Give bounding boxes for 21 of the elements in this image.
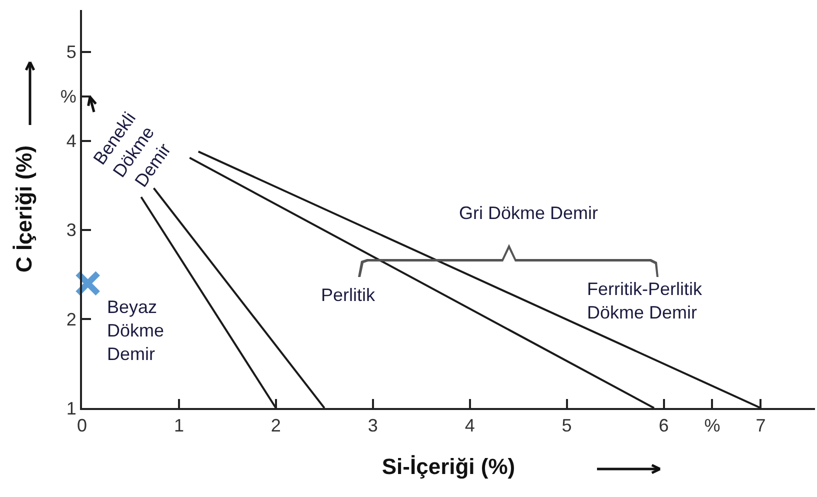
- y-axis-title: C İçeriği (%): [12, 145, 37, 273]
- annotation: Gri Dökme Demir: [459, 203, 598, 223]
- x-tick-label: 0: [76, 416, 88, 436]
- y-tick-label: 5: [66, 42, 76, 62]
- y-tick-label: 1: [66, 398, 76, 418]
- x-tick-label: 4: [464, 416, 475, 436]
- x-tick-label: 1: [174, 416, 184, 436]
- y-tick-label: %: [60, 86, 76, 107]
- x-tick-label: 7: [756, 416, 766, 436]
- annotation: Ferritik-Perlitik Dökme Demir: [587, 279, 703, 322]
- x-tick-label: 6: [658, 416, 669, 436]
- annotation: Beyaz Dökme Demir: [107, 297, 164, 364]
- x-tick-label: 2: [270, 416, 281, 436]
- y-tick-label: 3: [66, 220, 76, 240]
- annotation: Perlitik: [321, 285, 376, 305]
- y-tick-label: 4: [66, 131, 76, 152]
- x-tick-label: 5: [562, 416, 572, 436]
- x-tick-label: %: [704, 416, 720, 436]
- x-axis-title: Si-İçeriği (%): [382, 454, 516, 479]
- x-tick-label: 3: [368, 416, 378, 436]
- y-tick-label: 2: [66, 309, 76, 330]
